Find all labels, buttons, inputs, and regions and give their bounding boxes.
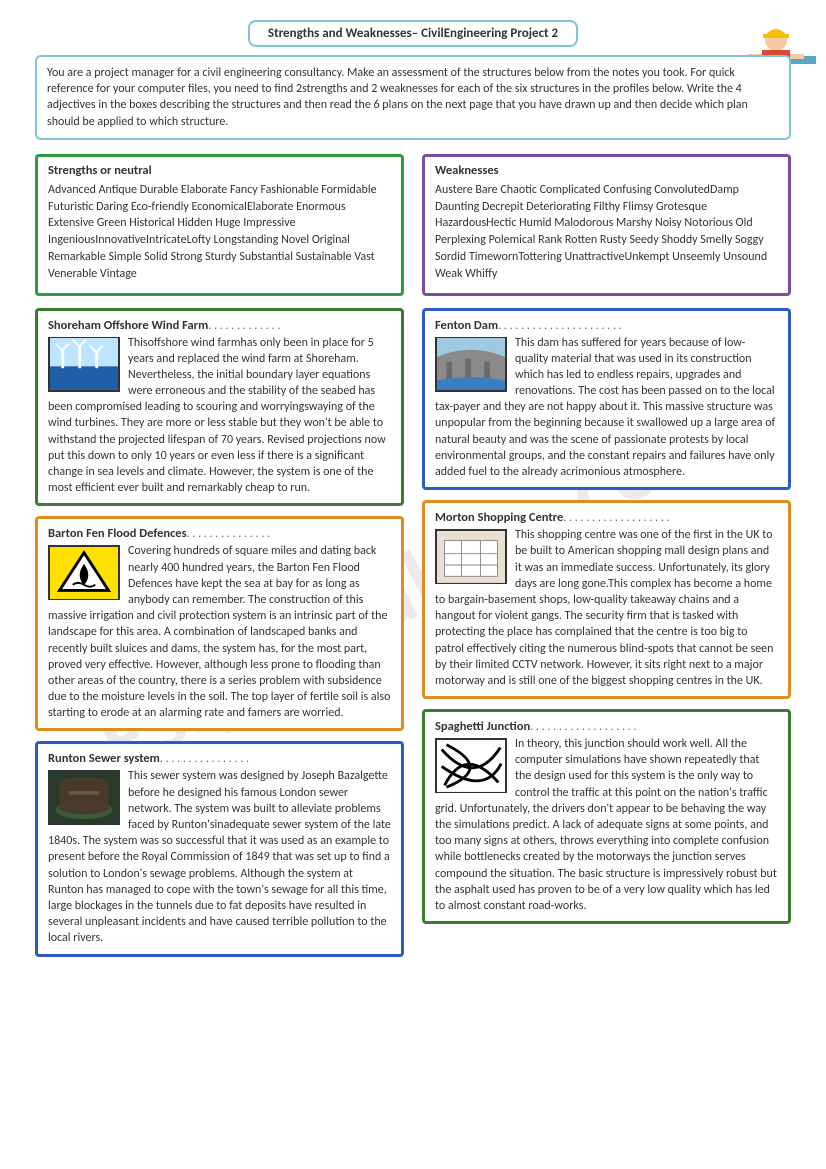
profile-title: Barton Fen Flood Defences <box>48 526 187 541</box>
profile-body: Thisoffshore wind farmhas only been in p… <box>48 335 391 497</box>
profiles-row: Shoreham Offshore Wind Farm. . . . . . .… <box>35 308 791 967</box>
title-wrap: Strengths and Weaknesses– CivilEngineeri… <box>35 20 791 47</box>
dots: . . . . . . . . . . . . . <box>208 319 280 333</box>
dots: . . . . . . . . . . . . . . . . <box>160 752 249 766</box>
profiles-right: Fenton Dam. . . . . . . . . . . . . . . … <box>422 308 791 967</box>
profile-title: Morton Shopping Centre <box>435 510 563 525</box>
profile-box: Morton Shopping Centre. . . . . . . . . … <box>422 500 791 699</box>
profile-body: Covering hundreds of square miles and da… <box>48 543 391 721</box>
profile-title: Runton Sewer system <box>48 751 160 766</box>
intro-box: You are a project manager for a civil en… <box>35 55 791 140</box>
profile-image <box>435 738 507 793</box>
profile-image <box>435 529 507 584</box>
profile-body: This sewer system was designed by Joseph… <box>48 768 391 946</box>
profile-image <box>48 337 120 392</box>
weaknesses-box: Weaknesses Austere Bare Chaotic Complica… <box>422 154 791 296</box>
profile-title: Fenton Dam <box>435 318 498 333</box>
adjective-row: Strengths or neutral Advanced Antique Du… <box>35 154 791 296</box>
profile-box: Barton Fen Flood Defences. . . . . . . .… <box>35 516 404 731</box>
weaknesses-heading: Weaknesses <box>435 163 778 178</box>
dots: . . . . . . . . . . . . . . . . . . . <box>563 511 669 525</box>
profile-image <box>48 545 120 600</box>
profiles-left: Shoreham Offshore Wind Farm. . . . . . .… <box>35 308 404 967</box>
weaknesses-words: Austere Bare Chaotic Complicated Confusi… <box>435 182 778 283</box>
profile-image <box>48 770 120 825</box>
profile-box: Spaghetti Junction. . . . . . . . . . . … <box>422 709 791 924</box>
profile-box: Shoreham Offshore Wind Farm. . . . . . .… <box>35 308 404 507</box>
dots: . . . . . . . . . . . . . . . <box>187 527 270 541</box>
profile-box: Fenton Dam. . . . . . . . . . . . . . . … <box>422 308 791 491</box>
dots: . . . . . . . . . . . . . . . . . . . <box>530 720 636 734</box>
profile-title: Shoreham Offshore Wind Farm <box>48 318 208 333</box>
strengths-heading: Strengths or neutral <box>48 163 391 178</box>
profile-title: Spaghetti Junction <box>435 719 530 734</box>
strengths-words: Advanced Antique Durable Elaborate Fancy… <box>48 182 391 283</box>
profile-body: In theory, this junction should work wel… <box>435 736 778 914</box>
profile-box: Runton Sewer system. . . . . . . . . . .… <box>35 741 404 956</box>
page-title: Strengths and Weaknesses– CivilEngineeri… <box>248 20 578 47</box>
profile-body: This shopping centre was one of the firs… <box>435 527 778 689</box>
profile-image <box>435 337 507 392</box>
dots: . . . . . . . . . . . . . . . . . . . . … <box>498 319 622 333</box>
strengths-box: Strengths or neutral Advanced Antique Du… <box>35 154 404 296</box>
profile-body: This dam has suffered for years because … <box>435 335 778 481</box>
